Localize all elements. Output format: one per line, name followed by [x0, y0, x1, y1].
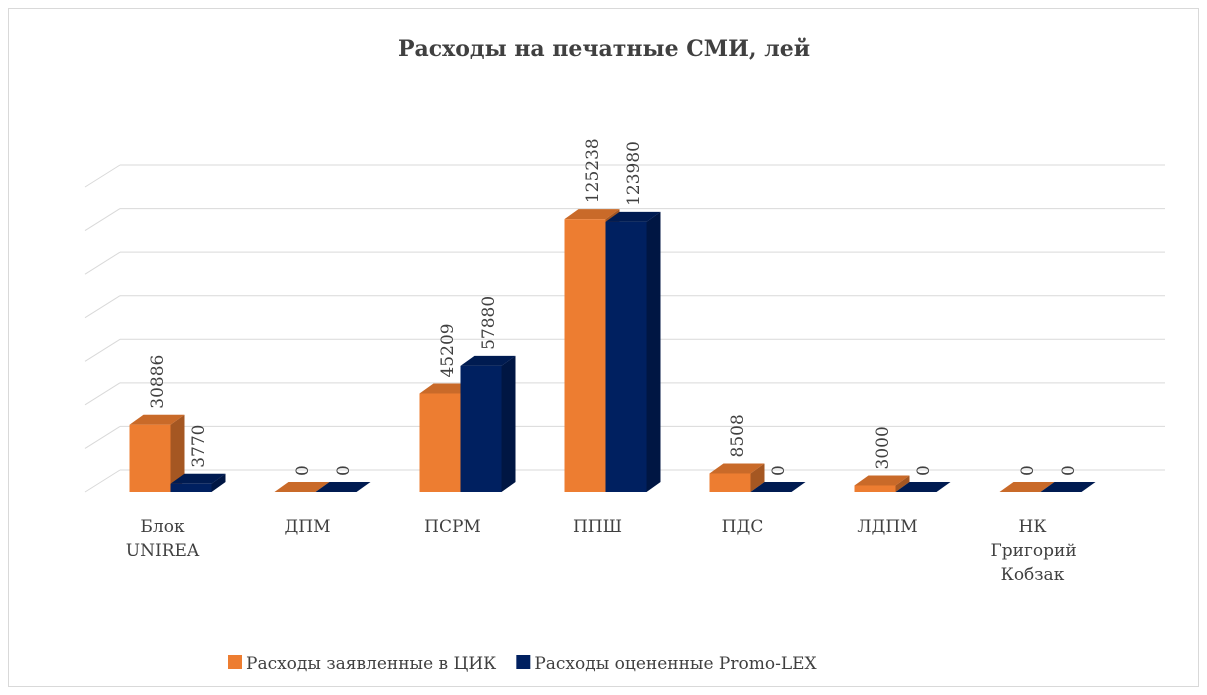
bar-top-shade: [999, 482, 1055, 492]
bar-top: [999, 482, 1055, 492]
bar-top-shade: [750, 482, 806, 492]
bar-side: [211, 473, 226, 492]
x-tick-label: Блок UNIREA: [125, 517, 200, 561]
bar-top-shade: [129, 414, 185, 425]
data-label: 0: [914, 465, 934, 476]
data-label: 30886: [148, 355, 168, 409]
bar-side-shade: [501, 355, 516, 492]
bar-top: [750, 482, 806, 492]
data-label: 0: [769, 465, 789, 476]
bar-top-shade: [460, 355, 516, 366]
grid-line: [84, 338, 121, 362]
bar: [460, 365, 502, 492]
bar: [170, 483, 212, 492]
bar-side-shade: [211, 473, 226, 492]
x-tick-label: ПСРМ: [424, 517, 481, 537]
bar-top-shade: [274, 482, 330, 492]
bar-side: [750, 463, 765, 492]
bar-side: [501, 355, 516, 492]
data-label: 8508: [728, 414, 748, 457]
x-tick-label: НК Григорий Кобзак: [990, 517, 1077, 585]
x-tick-label: ПДС: [721, 517, 764, 537]
x-tick-label: ДПМ: [284, 517, 331, 537]
grid-line: [84, 251, 121, 275]
grid-line: [84, 426, 121, 449]
bar-top: [170, 473, 226, 484]
grid-line: [84, 164, 121, 188]
bar-top: [564, 209, 620, 220]
bar-top: [605, 211, 661, 222]
bar: [605, 221, 647, 493]
bar-side: [895, 475, 910, 492]
data-label: 57880: [479, 296, 499, 350]
legend-label: Расходы оцененные Promo-LEX: [534, 654, 817, 674]
bar-top: [129, 414, 185, 425]
data-label: 45209: [438, 323, 458, 377]
bar-top-shade: [854, 475, 910, 486]
bar-top-shade: [709, 463, 765, 474]
bar: [564, 219, 606, 492]
bar-top-shade: [895, 482, 951, 492]
x-tick-label: ЛДПМ: [857, 517, 918, 537]
legend-label: Расходы заявленные в ЦИК: [246, 654, 496, 674]
bar-top: [854, 475, 910, 486]
data-label: 3770: [189, 425, 209, 468]
grid-line: [84, 382, 121, 406]
data-label: 125238: [583, 138, 603, 203]
bar: [129, 424, 171, 492]
bar-side: [170, 414, 185, 492]
bar-top: [1040, 482, 1096, 492]
data-label: 0: [1018, 465, 1038, 476]
bar-top: [274, 482, 330, 492]
data-label: 0: [1059, 465, 1079, 476]
data-label: 0: [293, 465, 313, 476]
bar-side-shade: [750, 463, 765, 492]
data-label: 123980: [624, 141, 644, 206]
bar-top: [895, 482, 951, 492]
legend-swatch: [516, 655, 531, 669]
bar-top: [460, 355, 516, 366]
data-label: 3000: [873, 426, 893, 469]
bar: [854, 485, 896, 492]
bar-side-shade: [646, 211, 661, 493]
bar: [709, 473, 751, 492]
bar-top-shade: [605, 211, 661, 222]
bar-top: [709, 463, 765, 474]
chart-title: Расходы на печатные СМИ, лей: [398, 36, 810, 62]
grid-line: [84, 295, 121, 319]
bar-top-shade: [1040, 482, 1096, 492]
grid-line: [84, 208, 121, 231]
x-tick-label: ППШ: [572, 517, 623, 537]
grid-line: [84, 469, 121, 493]
bar-side: [646, 211, 661, 493]
legend-swatch: [228, 655, 242, 669]
bar-side-shade: [170, 414, 185, 492]
bar-side-shade: [895, 475, 910, 492]
bar-top-shade: [170, 473, 226, 484]
data-label: 0: [334, 465, 354, 476]
bar-top: [315, 482, 371, 492]
bar-top-shade: [564, 209, 620, 220]
bar: [419, 393, 461, 492]
bar-top-shade: [315, 482, 371, 492]
